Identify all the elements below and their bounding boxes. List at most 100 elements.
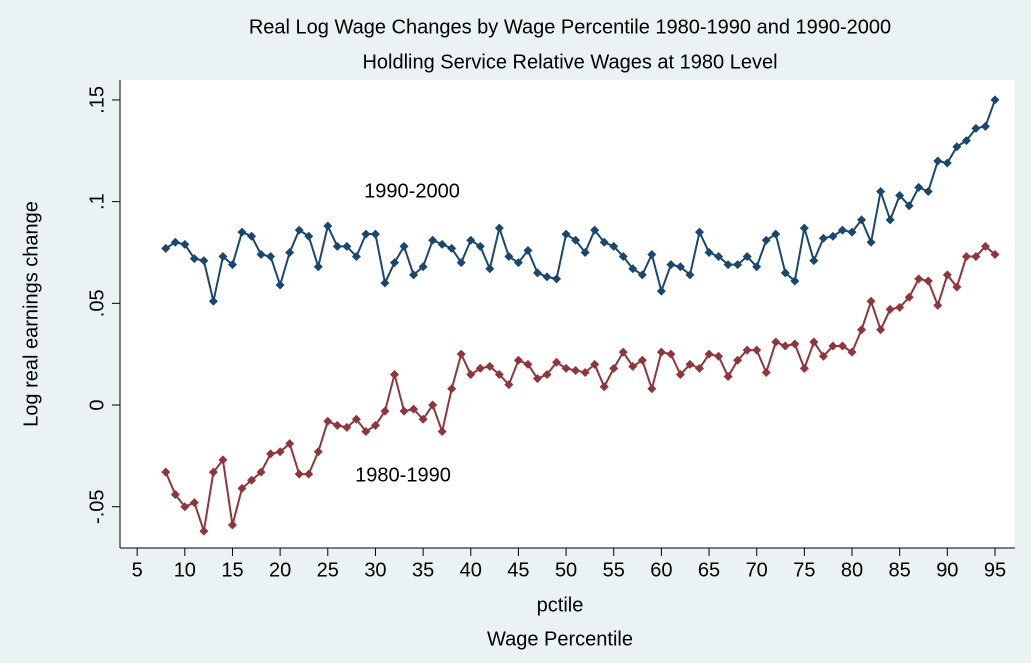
marker bbox=[742, 345, 752, 355]
marker bbox=[399, 406, 409, 416]
marker bbox=[818, 351, 828, 361]
marker bbox=[256, 467, 266, 477]
x-tick-label: 35 bbox=[412, 559, 434, 581]
marker bbox=[208, 467, 218, 477]
marker bbox=[799, 363, 809, 373]
marker bbox=[180, 239, 190, 249]
marker bbox=[275, 280, 285, 290]
marker bbox=[266, 252, 276, 262]
x-tick-label: 5 bbox=[132, 559, 143, 581]
marker bbox=[980, 241, 990, 251]
marker bbox=[580, 367, 590, 377]
marker bbox=[752, 345, 762, 355]
marker bbox=[866, 237, 876, 247]
marker bbox=[390, 370, 400, 380]
marker bbox=[771, 337, 781, 347]
marker bbox=[494, 370, 504, 380]
marker bbox=[285, 247, 295, 257]
marker bbox=[380, 406, 390, 416]
marker bbox=[628, 361, 638, 371]
marker bbox=[618, 252, 628, 262]
marker bbox=[332, 241, 342, 251]
marker bbox=[933, 156, 943, 166]
marker bbox=[876, 186, 886, 196]
marker bbox=[685, 270, 695, 280]
marker bbox=[618, 347, 628, 357]
marker bbox=[218, 252, 228, 262]
marker bbox=[247, 231, 257, 241]
marker bbox=[466, 235, 476, 245]
marker bbox=[428, 400, 438, 410]
marker bbox=[523, 359, 533, 369]
marker bbox=[552, 274, 562, 284]
marker bbox=[780, 268, 790, 278]
marker bbox=[532, 374, 542, 384]
marker bbox=[266, 449, 276, 459]
marker bbox=[256, 250, 266, 260]
marker bbox=[513, 258, 523, 268]
y-tick-label: 0 bbox=[86, 399, 108, 410]
marker bbox=[904, 201, 914, 211]
marker bbox=[742, 252, 752, 262]
marker bbox=[599, 382, 609, 392]
series-line bbox=[165, 99, 996, 302]
marker bbox=[456, 349, 466, 359]
y-tick-label: .05 bbox=[86, 289, 108, 317]
marker bbox=[494, 223, 504, 233]
x-tick-label: 60 bbox=[650, 559, 672, 581]
marker bbox=[666, 260, 676, 270]
marker bbox=[656, 286, 666, 296]
marker bbox=[952, 282, 962, 292]
y-tick-label: .15 bbox=[86, 86, 108, 114]
x-tick-label: 75 bbox=[793, 559, 815, 581]
x-tick-label: 70 bbox=[746, 559, 768, 581]
marker bbox=[332, 420, 342, 430]
marker bbox=[780, 341, 790, 351]
marker bbox=[990, 250, 1000, 260]
marker bbox=[857, 325, 867, 335]
marker bbox=[609, 363, 619, 373]
marker bbox=[656, 347, 666, 357]
x-tick-label: 15 bbox=[221, 559, 243, 581]
marker bbox=[351, 252, 361, 262]
marker bbox=[485, 264, 495, 274]
marker bbox=[733, 355, 743, 365]
y-axis-title: Log real earnings change bbox=[20, 201, 42, 427]
marker bbox=[837, 225, 847, 235]
marker bbox=[542, 370, 552, 380]
annotation: 1990-2000 bbox=[364, 180, 460, 202]
marker bbox=[218, 455, 228, 465]
marker bbox=[313, 447, 323, 457]
marker bbox=[675, 370, 685, 380]
marker bbox=[227, 260, 237, 270]
marker bbox=[561, 229, 571, 239]
marker bbox=[170, 490, 180, 500]
x-tick-label: 30 bbox=[364, 559, 386, 581]
marker bbox=[847, 227, 857, 237]
marker bbox=[504, 380, 514, 390]
marker bbox=[437, 426, 447, 436]
marker bbox=[504, 252, 514, 262]
marker bbox=[590, 225, 600, 235]
note: Wage Percentile bbox=[487, 628, 633, 650]
marker bbox=[828, 231, 838, 241]
x-tick-label: 65 bbox=[698, 559, 720, 581]
marker bbox=[961, 136, 971, 146]
marker bbox=[933, 300, 943, 310]
marker bbox=[552, 357, 562, 367]
x-tick-label: 90 bbox=[936, 559, 958, 581]
chart-subtitle: Holdling Service Relative Wages at 1980 … bbox=[362, 51, 777, 73]
marker bbox=[409, 270, 419, 280]
marker bbox=[980, 121, 990, 131]
marker bbox=[837, 341, 847, 351]
marker bbox=[790, 276, 800, 286]
marker bbox=[885, 215, 895, 225]
marker bbox=[685, 359, 695, 369]
marker bbox=[561, 363, 571, 373]
marker bbox=[199, 526, 209, 536]
marker bbox=[342, 422, 352, 432]
marker bbox=[809, 337, 819, 347]
marker bbox=[189, 498, 199, 508]
marker bbox=[580, 247, 590, 257]
